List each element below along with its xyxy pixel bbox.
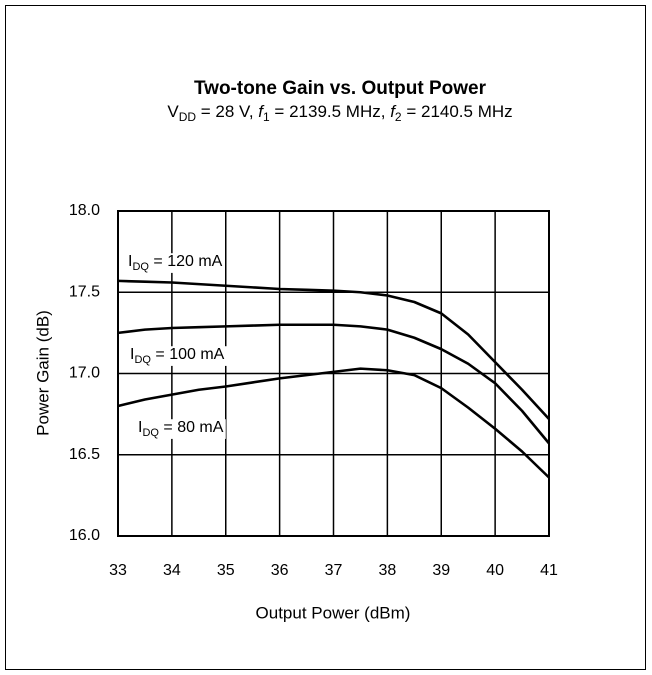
x-tick-label: 41 xyxy=(540,562,558,579)
x-tick-label: 33 xyxy=(109,562,127,579)
y-tick-label: 16.5 xyxy=(69,446,100,463)
plot-border xyxy=(117,210,550,537)
label-bg xyxy=(128,346,227,366)
text-part: = 2140.5 MHz xyxy=(402,102,513,121)
text-part: f xyxy=(258,102,265,121)
text-part: DQ xyxy=(132,261,149,273)
y-tick-label: 17.0 xyxy=(69,365,100,382)
text-part: = 28 V, xyxy=(196,102,258,121)
label-bg xyxy=(126,253,225,273)
x-tick-label: 36 xyxy=(271,562,289,579)
text-part: I xyxy=(138,419,142,436)
text-part: DQ xyxy=(142,427,159,439)
text-part: = 120 mA xyxy=(149,253,223,270)
series-label: IDQ = 120 mA xyxy=(128,253,223,273)
series-label: IDQ = 100 mA xyxy=(130,346,225,366)
text-part: I xyxy=(128,253,132,270)
x-axis-label: Output Power (dBm) xyxy=(256,603,411,622)
frame xyxy=(5,5,646,670)
text-part: = 80 mA xyxy=(159,419,224,436)
chart-subtitle: VDD = 28 V, f1 = 2139.5 MHz, f2 = 2140.5… xyxy=(167,102,512,124)
text-part: I xyxy=(130,346,134,363)
series-line xyxy=(117,367,550,479)
series-label: IDQ = 80 mA xyxy=(138,419,224,439)
y-tick-label: 16.0 xyxy=(69,527,100,544)
text-part: 2 xyxy=(395,110,402,124)
x-tick-label: 37 xyxy=(325,562,343,579)
x-tick-label: 39 xyxy=(432,562,450,579)
x-tick-label: 38 xyxy=(378,562,396,579)
y-tick-label: 18.0 xyxy=(69,202,100,219)
text-part: DD xyxy=(179,110,197,124)
text-part: = 2139.5 MHz, xyxy=(270,102,390,121)
text-part: V xyxy=(167,102,179,121)
series-line xyxy=(117,279,550,420)
x-tick-label: 40 xyxy=(486,562,504,579)
x-tick-label: 34 xyxy=(163,562,181,579)
x-tick-label: 35 xyxy=(217,562,235,579)
text-part: DQ xyxy=(134,354,151,366)
text-part: = 100 mA xyxy=(151,346,225,363)
label-bg xyxy=(136,419,226,439)
y-tick-label: 17.5 xyxy=(69,283,100,300)
series-line xyxy=(117,323,551,445)
chart-title: Two-tone Gain vs. Output Power xyxy=(194,78,487,99)
y-axis-label: Power Gain (dB) xyxy=(33,310,52,436)
text-part: f xyxy=(390,102,397,121)
text-part: 1 xyxy=(263,110,270,124)
